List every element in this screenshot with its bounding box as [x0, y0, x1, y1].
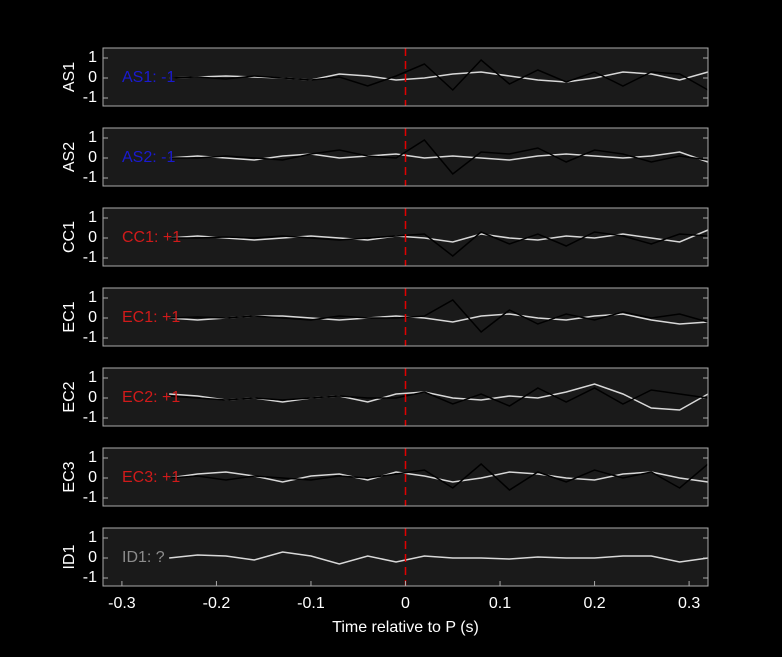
x-tick-label: -0.2 [203, 595, 231, 612]
annotation: CC1: +1 [122, 229, 181, 246]
trace [169, 299, 709, 334]
y-tick-label: 1 [88, 289, 97, 306]
panel-frame [102, 207, 709, 267]
y-axis-label: AS1 [61, 62, 78, 92]
y-tick-label: 1 [88, 369, 97, 386]
y-axis-label: AS2 [61, 142, 78, 172]
panel-frame [102, 47, 709, 107]
y-tick-label: 0 [88, 549, 97, 566]
y-tick-label: 1 [88, 49, 97, 66]
y-axis-label: EC3 [61, 461, 78, 492]
trace [169, 463, 709, 491]
y-tick-label: -1 [83, 569, 97, 586]
y-tick-label: 1 [88, 449, 97, 466]
annotation: ID1: ? [122, 549, 165, 566]
y-tick-label: -1 [83, 329, 97, 346]
y-tick-label: 1 [88, 529, 97, 546]
annotation: EC3: +1 [122, 469, 180, 486]
panel-frame [102, 367, 709, 427]
y-tick-label: 0 [88, 69, 97, 86]
y-tick-label: -1 [83, 409, 97, 426]
trace [169, 58, 709, 92]
y-tick-label: -1 [83, 89, 97, 106]
y-tick-label: -1 [83, 169, 97, 186]
y-tick-label: 0 [88, 389, 97, 406]
trace [169, 139, 709, 176]
annotation: AS2: -1 [122, 149, 175, 166]
annotation: EC1: +1 [122, 309, 180, 326]
x-tick-label: 0.3 [678, 595, 700, 612]
panel-frame [102, 127, 709, 187]
y-tick-label: 0 [88, 229, 97, 246]
x-tick-label: -0.3 [108, 595, 136, 612]
y-tick-label: -1 [83, 489, 97, 506]
y-axis-label: EC2 [61, 381, 78, 412]
y-tick-label: 0 [88, 469, 97, 486]
y-axis-label: ID1 [61, 544, 78, 569]
annotation: EC2: +1 [122, 389, 180, 406]
trace [169, 231, 709, 257]
panel-frame [102, 287, 709, 347]
x-tick-label: 0.1 [489, 595, 511, 612]
y-tick-label: 1 [88, 209, 97, 226]
y-axis-label: CC1 [61, 221, 78, 253]
y-axis-label: EC1 [61, 301, 78, 332]
x-tick-label: 0.2 [583, 595, 605, 612]
panel-frame [102, 447, 709, 507]
trace [169, 551, 709, 565]
annotation: AS1: -1 [122, 69, 175, 86]
trace [169, 387, 709, 407]
y-tick-label: 1 [88, 129, 97, 146]
y-tick-label: 0 [88, 309, 97, 326]
x-tick-label: -0.1 [297, 595, 325, 612]
y-tick-label: 0 [88, 149, 97, 166]
x-axis-label: Time relative to P (s) [332, 619, 479, 636]
y-tick-label: -1 [83, 249, 97, 266]
x-tick-label: 0 [401, 595, 410, 612]
